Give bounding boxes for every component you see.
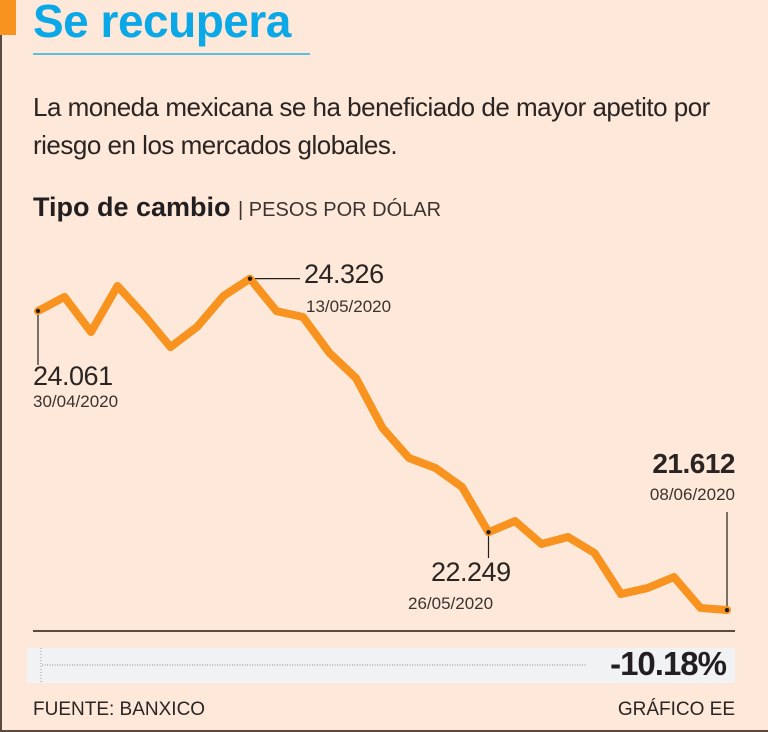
annotation-value-low: 22.249 [431,557,511,587]
chart-title: Tipo de cambio [33,192,231,222]
annotation-date-start: 30/04/2020 [33,392,119,411]
subtitle: La moneda mexicana se ha beneficiado de … [33,92,710,160]
annotation-point [486,530,491,535]
annotation-date-max: 13/05/2020 [306,297,392,316]
annotation-date-low: 26/05/2020 [408,594,494,613]
annotation-value-max: 24.326 [304,259,384,289]
credit-note: GRÁFICO EE [617,699,735,720]
annotation-point [35,308,41,314]
chart-unit: | PESOS POR DÓLAR [238,199,442,221]
frame-border-bottom [0,730,768,732]
accent-bar [0,0,16,35]
headline: Se recupera [33,0,291,47]
annotation-value-end: 21.612 [652,448,735,479]
annotation-value-start: 24.061 [33,361,113,391]
annotation-point [247,276,253,281]
series-line [34,274,731,615]
chart-heading: Tipo de cambio | PESOS POR DÓLAR [33,192,441,223]
percent-change: -10.18% [610,645,727,682]
source-note: FUENTE: BANXICO [33,699,206,720]
annotation-point [724,607,730,613]
annotation-date-end: 08/06/2020 [649,485,735,504]
headline-underline [33,53,310,55]
frame-border-left [0,0,2,732]
